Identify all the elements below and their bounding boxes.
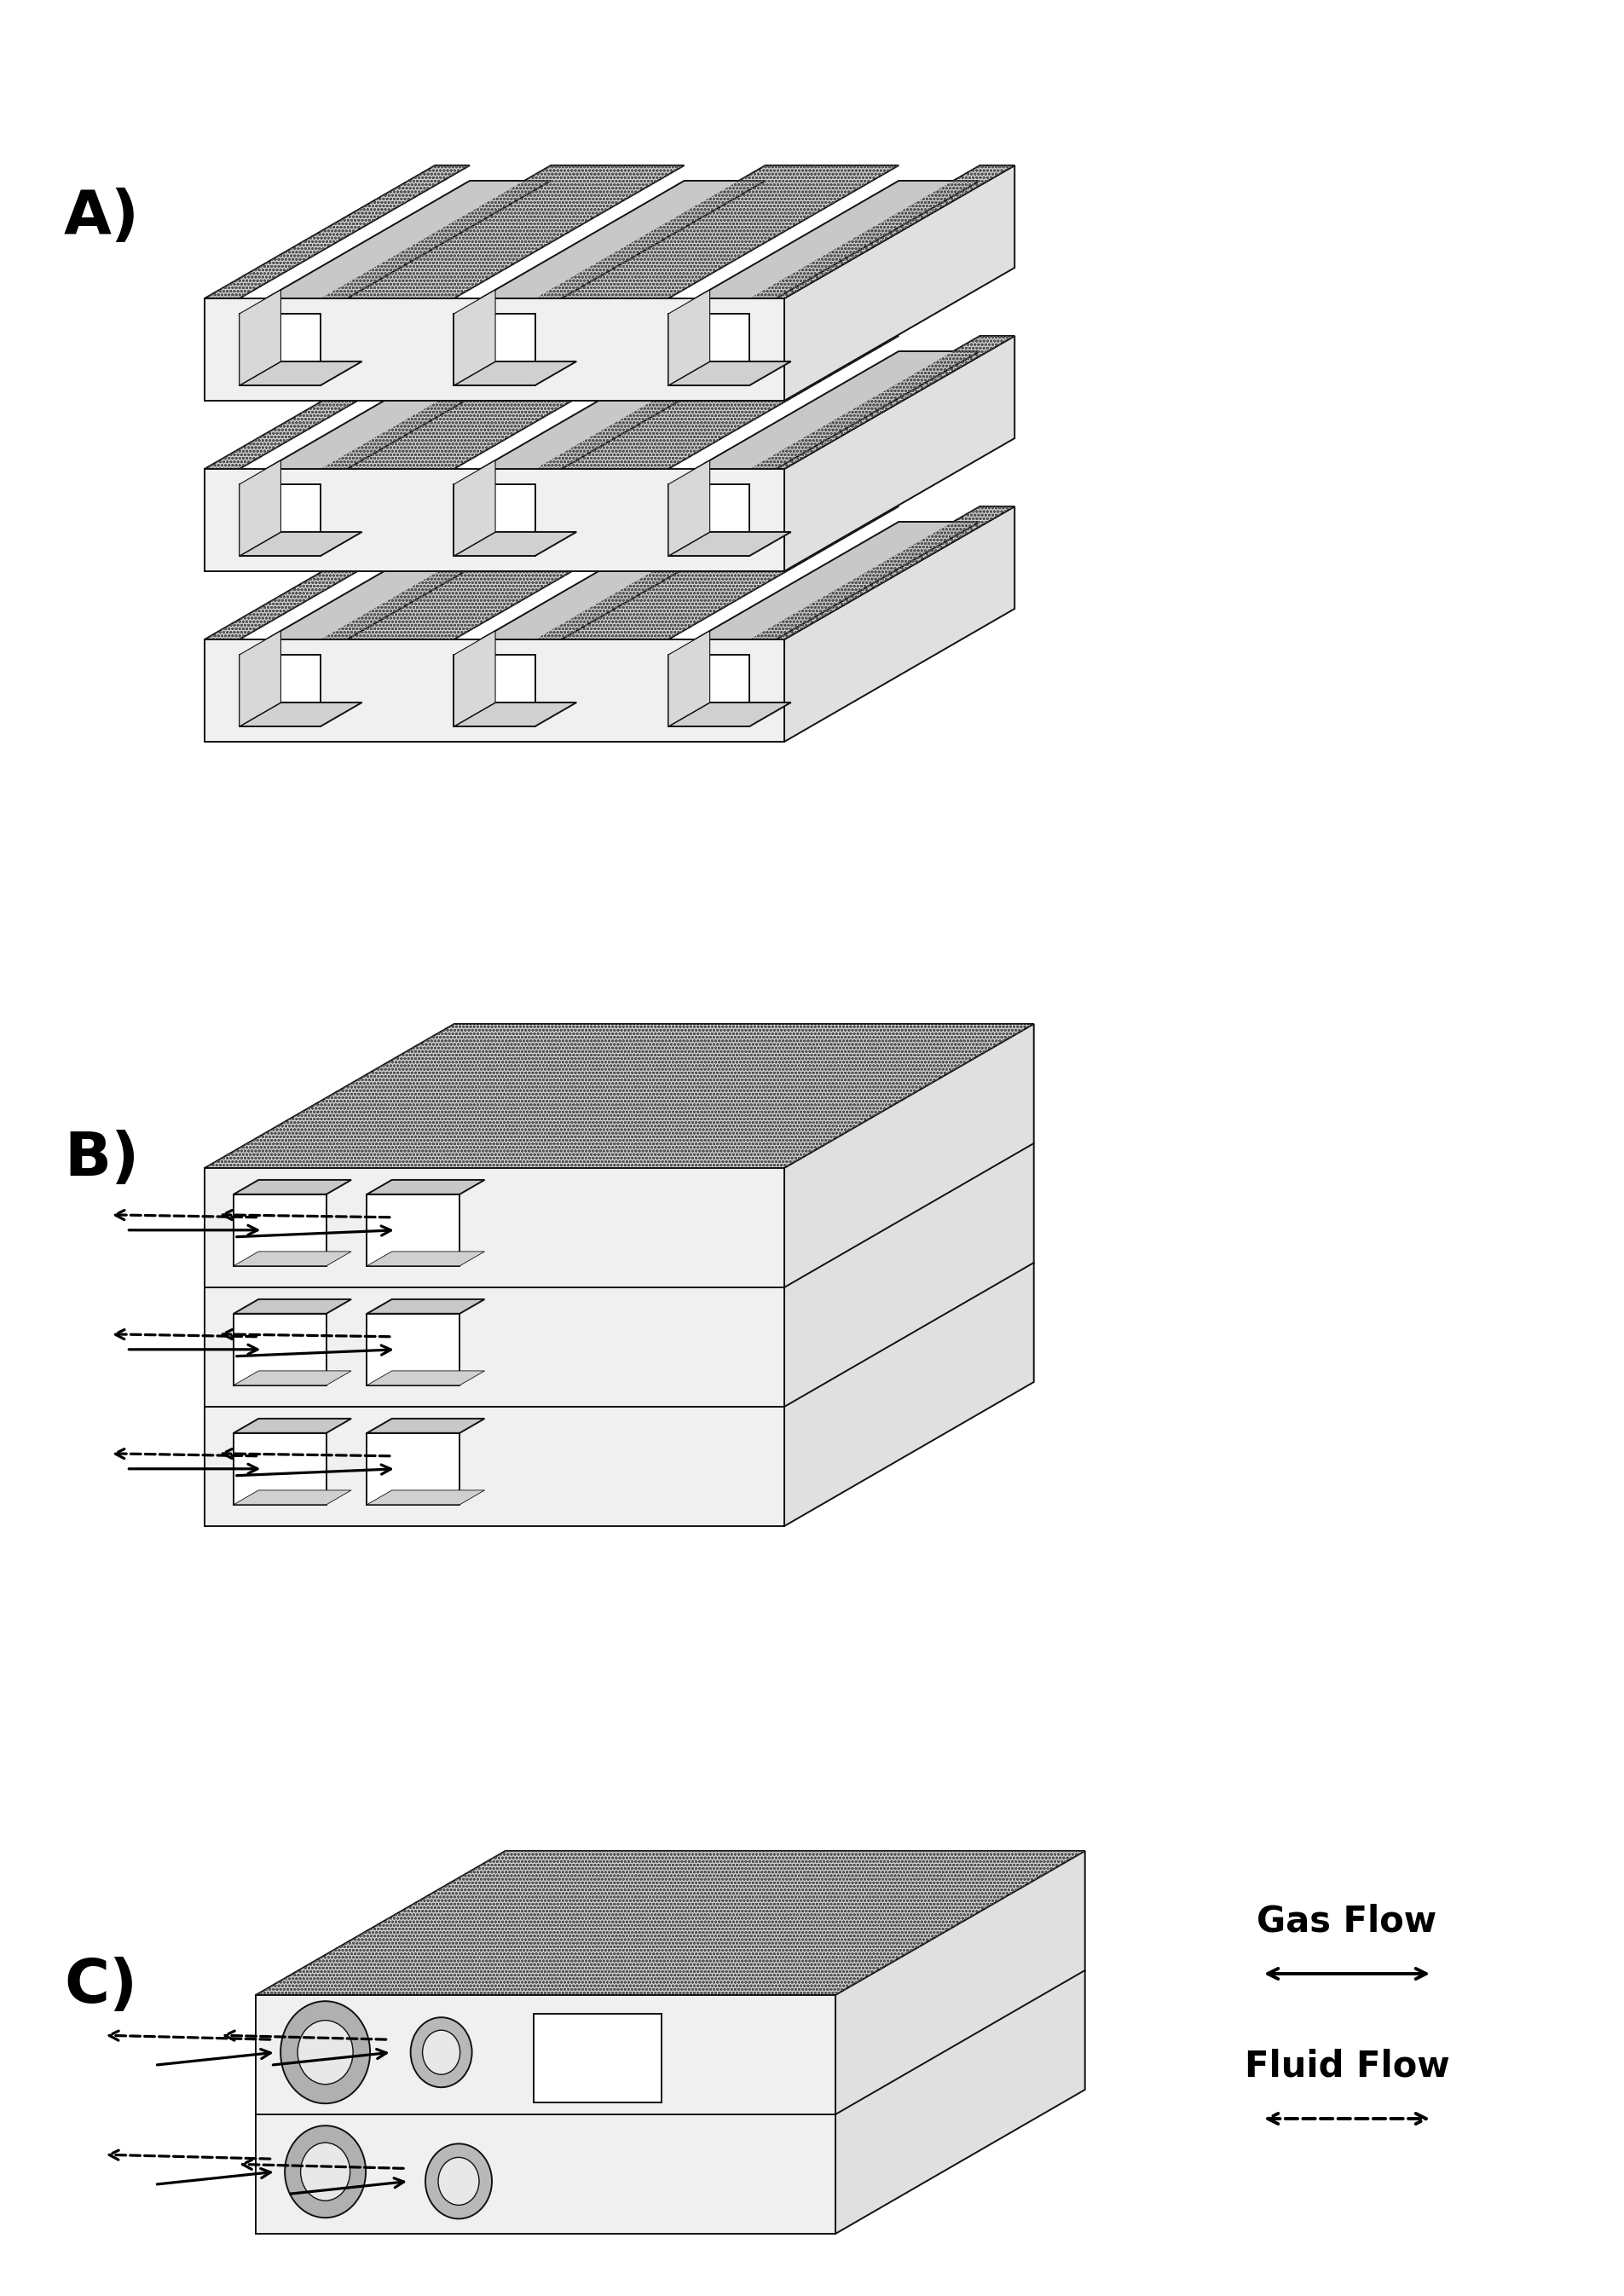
Polygon shape — [667, 459, 710, 556]
Polygon shape — [239, 315, 320, 386]
Polygon shape — [320, 165, 684, 298]
Polygon shape — [320, 507, 684, 638]
Polygon shape — [239, 631, 281, 726]
Text: C): C) — [63, 1956, 138, 2016]
Polygon shape — [453, 351, 765, 484]
Polygon shape — [367, 1313, 460, 1384]
Polygon shape — [667, 533, 791, 556]
Polygon shape — [234, 1300, 351, 1313]
Polygon shape — [234, 1180, 351, 1194]
Polygon shape — [667, 484, 749, 556]
Polygon shape — [234, 1490, 351, 1504]
Ellipse shape — [438, 2158, 479, 2204]
Polygon shape — [239, 521, 551, 654]
Polygon shape — [205, 298, 784, 402]
Polygon shape — [667, 181, 979, 315]
Polygon shape — [367, 1300, 484, 1313]
Polygon shape — [749, 335, 1013, 468]
Polygon shape — [784, 1024, 1033, 1527]
Polygon shape — [255, 1995, 835, 2234]
Text: B): B) — [63, 1130, 140, 1189]
Polygon shape — [367, 1251, 484, 1265]
Polygon shape — [367, 1180, 484, 1194]
Polygon shape — [205, 335, 469, 468]
Polygon shape — [367, 1419, 484, 1433]
Ellipse shape — [300, 2142, 349, 2200]
Polygon shape — [749, 507, 1013, 638]
Polygon shape — [234, 1251, 351, 1265]
Polygon shape — [534, 2014, 661, 2103]
Polygon shape — [534, 335, 898, 468]
Polygon shape — [320, 335, 684, 468]
Polygon shape — [453, 703, 577, 726]
Polygon shape — [453, 181, 765, 315]
Polygon shape — [667, 654, 749, 726]
Polygon shape — [667, 631, 710, 726]
Polygon shape — [667, 315, 749, 386]
Polygon shape — [367, 1194, 460, 1265]
Polygon shape — [667, 703, 791, 726]
Polygon shape — [205, 1024, 1033, 1169]
Polygon shape — [205, 507, 469, 638]
Polygon shape — [453, 459, 495, 556]
Text: Fluid Flow: Fluid Flow — [1244, 2048, 1449, 2085]
Polygon shape — [234, 1313, 326, 1384]
Polygon shape — [367, 1371, 484, 1384]
Polygon shape — [239, 351, 551, 484]
Polygon shape — [239, 533, 362, 556]
Polygon shape — [239, 181, 551, 315]
Polygon shape — [453, 654, 534, 726]
Ellipse shape — [281, 2002, 370, 2103]
Ellipse shape — [422, 2030, 460, 2076]
Polygon shape — [667, 289, 710, 386]
Ellipse shape — [411, 2018, 471, 2087]
Polygon shape — [234, 1433, 326, 1504]
Polygon shape — [205, 638, 784, 742]
Polygon shape — [367, 1490, 484, 1504]
Ellipse shape — [425, 2144, 492, 2218]
Polygon shape — [835, 1851, 1085, 2234]
Polygon shape — [205, 165, 469, 298]
Polygon shape — [239, 459, 281, 556]
Polygon shape — [205, 468, 784, 572]
Polygon shape — [453, 315, 534, 386]
Polygon shape — [749, 165, 1013, 298]
Polygon shape — [667, 521, 979, 654]
Polygon shape — [239, 484, 320, 556]
Polygon shape — [453, 360, 577, 386]
Polygon shape — [234, 1419, 351, 1433]
Ellipse shape — [297, 2020, 352, 2085]
Polygon shape — [234, 1194, 326, 1265]
Polygon shape — [784, 507, 1013, 742]
Polygon shape — [239, 360, 362, 386]
Polygon shape — [239, 654, 320, 726]
Polygon shape — [255, 1851, 1085, 1995]
Polygon shape — [784, 165, 1013, 402]
Polygon shape — [534, 507, 898, 638]
Text: Gas Flow: Gas Flow — [1257, 1903, 1436, 1940]
Polygon shape — [367, 1433, 460, 1504]
Polygon shape — [453, 484, 534, 556]
Polygon shape — [667, 351, 979, 484]
Polygon shape — [239, 289, 281, 386]
Polygon shape — [453, 631, 495, 726]
Polygon shape — [784, 335, 1013, 572]
Polygon shape — [453, 289, 495, 386]
Polygon shape — [234, 1371, 351, 1384]
Polygon shape — [667, 360, 791, 386]
Ellipse shape — [284, 2126, 365, 2218]
Polygon shape — [205, 1169, 784, 1527]
Polygon shape — [239, 703, 362, 726]
Text: A): A) — [63, 188, 140, 246]
Polygon shape — [453, 533, 577, 556]
Polygon shape — [453, 521, 765, 654]
Polygon shape — [534, 165, 898, 298]
